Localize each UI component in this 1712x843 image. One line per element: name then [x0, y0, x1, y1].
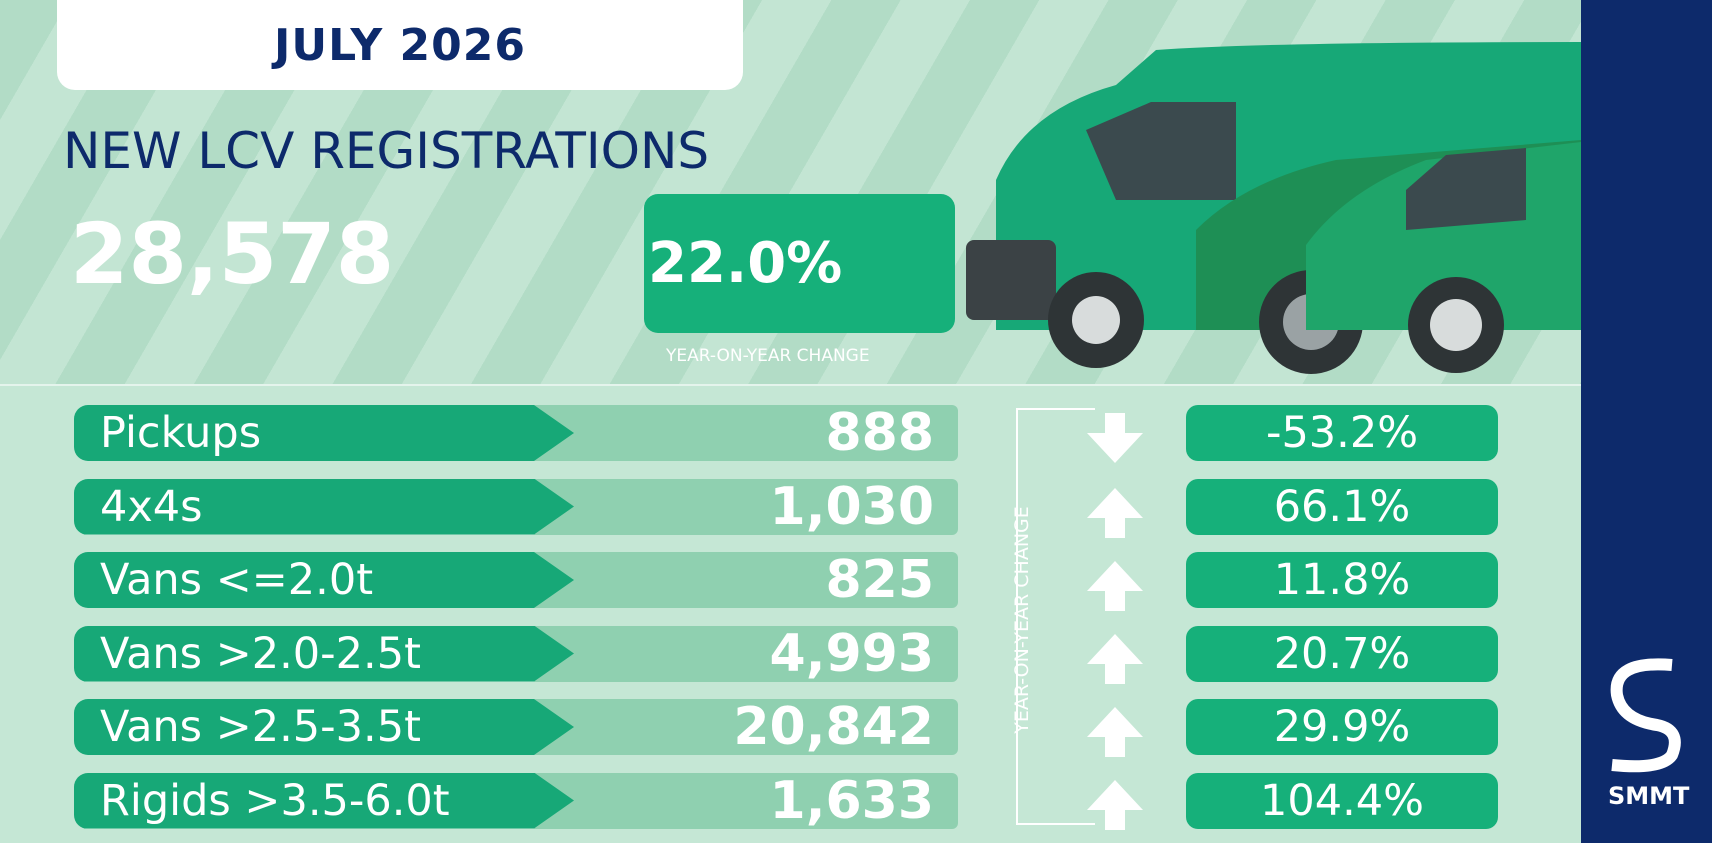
count-cell: 20,842 — [534, 699, 958, 755]
change: 29.9% — [1186, 699, 1498, 755]
date: JULY 2026 — [57, 0, 743, 90]
count-cell: 4,993 — [534, 623, 958, 684]
table-row: 20,842 Vans >2.5-3.5t — [74, 699, 958, 755]
category: Rigids >3.5-6.0t — [74, 772, 574, 829]
change: 20.7% — [1186, 625, 1498, 682]
count: 1,633 — [769, 770, 934, 831]
table-row: 825 Vans <=2.0t — [74, 552, 958, 608]
count-cell: 1,633 — [534, 770, 958, 831]
vans-illustration — [966, 42, 1581, 374]
count-cell: 888 — [534, 405, 958, 461]
table-row: 4,993 Vans >2.0-2.5t — [74, 623, 958, 684]
category: Vans <=2.0t — [74, 552, 574, 608]
logo: SMMT — [1608, 782, 1690, 810]
arrows — [1016, 408, 1143, 830]
change: 66.1% — [1186, 478, 1498, 535]
change: 104.4% — [1186, 772, 1498, 829]
count-cell: 825 — [534, 552, 958, 608]
count-cell: 1,030 — [534, 476, 958, 537]
count: 20,842 — [733, 697, 934, 757]
table-row: 1,633 Rigids >3.5-6.0t — [74, 770, 958, 831]
total-change: 22.0% — [644, 194, 955, 333]
total: 28,578 — [70, 205, 395, 303]
change: 11.8% — [1186, 552, 1498, 608]
count: 1,030 — [769, 476, 934, 537]
count: 4,993 — [769, 623, 934, 684]
logo-mark — [1610, 658, 1681, 773]
side-bar — [1581, 0, 1712, 843]
title: NEW LCV REGISTRATIONS — [63, 122, 710, 180]
count: 825 — [825, 550, 934, 610]
category: Vans >2.5-3.5t — [74, 699, 574, 755]
category: 4x4s — [74, 478, 574, 535]
category: Vans >2.0-2.5t — [74, 625, 574, 682]
table-row: 1,030 4x4s — [74, 476, 958, 537]
change: -53.2% — [1186, 405, 1498, 461]
category: Pickups — [74, 405, 574, 461]
count: 888 — [825, 403, 934, 463]
change-label: YEAR-ON-YEAR CHANGE — [666, 346, 870, 366]
side-label: YEAR-ON-YEAR CHANGE — [1011, 506, 1033, 734]
table-row: 888 Pickups — [74, 405, 958, 461]
